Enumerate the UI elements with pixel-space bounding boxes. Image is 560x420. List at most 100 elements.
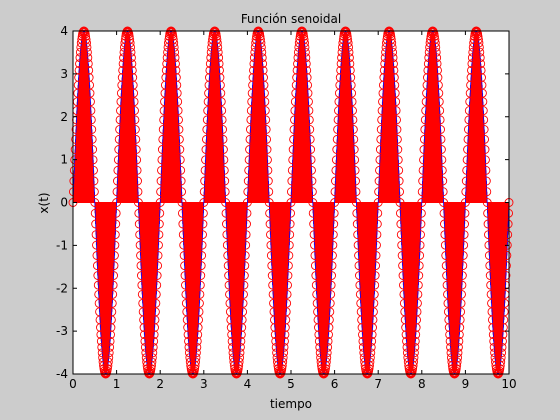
stem-marker [481,155,490,165]
stem-marker [126,47,136,57]
x-tick-label: 8 [418,377,426,391]
stem-marker [129,97,139,107]
stem-marker [502,240,512,250]
stem-marker [401,323,411,332]
stem-marker [445,336,455,346]
stem-marker [292,73,302,82]
stem-marker [136,251,146,260]
stem-marker [126,42,136,52]
stem-marker [370,271,380,280]
stem-marker [96,323,105,332]
stem-marker [376,125,386,134]
stem-marker [300,38,309,48]
stem-marker [328,240,338,250]
y-tick-label: 3 [60,67,68,81]
stem-marker [501,271,511,280]
x-tick-label: 4 [244,377,252,391]
stem-marker [365,353,375,363]
stem-marker [461,176,471,186]
stem-marker [200,176,210,186]
stem-marker [92,261,102,271]
stem-marker [322,348,332,358]
stem-marker [220,176,230,186]
stem-marker [498,330,508,340]
stem-marker [307,187,317,197]
stem-marker [216,88,226,98]
stem-marker [497,342,507,352]
stem-marker [243,176,253,186]
y-tick-label: 2 [60,110,68,124]
stem-marker [378,97,388,107]
stem-marker [462,165,472,175]
stem-marker [460,219,469,229]
x-tick-label: 10 [501,377,516,391]
stem-marker [282,289,292,299]
stem-marker [432,59,442,69]
stem-marker [248,73,258,82]
stem-marker [379,65,389,75]
stem-marker [270,330,280,340]
stem-marker [263,165,273,175]
stem-marker [366,342,376,352]
stem-marker [148,348,158,358]
stem-marker [464,115,474,125]
stem-marker [258,59,268,69]
stem-marker [497,348,507,358]
stem-marker [279,342,289,352]
stem-marker [161,73,171,82]
y-tick-label: -3 [56,324,68,338]
stem-marker [304,115,314,125]
stem-marker [464,106,474,116]
stem-marker [271,336,281,346]
stem-marker [312,298,322,308]
stem-marker [364,364,374,374]
stem-marker [140,330,149,340]
stem-marker [416,208,426,218]
stem-marker [366,348,376,358]
stem-marker [487,298,497,308]
stem-marker [156,176,166,186]
y-axis-label: x(t) [37,192,51,213]
stem-marker [179,240,189,250]
y-tick-label: 4 [60,24,68,38]
stem-marker [199,187,209,197]
stem-marker [314,336,324,346]
stem-marker [458,261,468,271]
stem-marker [94,289,104,299]
stem-marker [435,115,445,125]
stem-marker [257,53,267,63]
stem-marker [88,145,98,154]
stem-marker [290,97,300,107]
stem-marker [153,261,163,271]
stem-marker [108,280,118,290]
stem-marker [177,187,187,197]
stem-marker [279,348,289,358]
stem-marker [388,53,398,63]
stem-marker [440,219,449,229]
stem-marker [88,155,98,165]
stem-marker [228,348,238,358]
stem-marker [306,145,316,154]
stem-marker [239,271,249,280]
stem-marker [97,348,107,358]
stem-marker [287,176,297,186]
stem-marker [398,261,408,271]
stem-marker [239,289,248,299]
stem-marker [327,261,337,271]
stem-marker [325,298,335,308]
stem-marker [330,187,340,197]
stem-marker [334,106,343,116]
stem-marker [103,357,113,367]
stem-marker [351,198,361,207]
stem-marker [171,59,180,69]
stem-marker [315,348,325,358]
stem-marker [438,176,448,186]
stem-marker [260,97,270,107]
stem-marker [488,330,498,340]
stem-marker [431,42,441,52]
stem-marker [312,289,322,299]
stem-marker [408,364,418,374]
stem-marker [395,208,405,218]
stem-marker [268,289,278,299]
stem-marker [89,176,99,186]
